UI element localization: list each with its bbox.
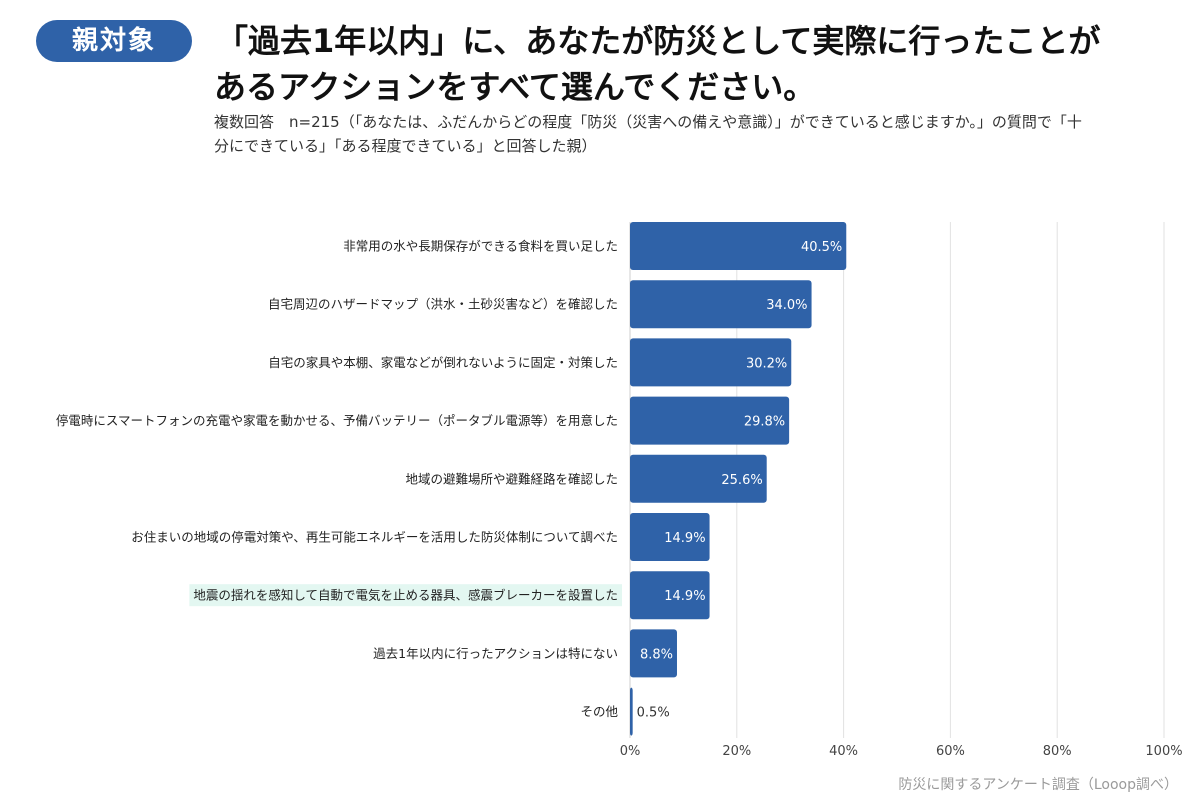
value-label: 30.2%: [746, 356, 787, 371]
question-title: 「過去1年以内」に、あなたが防災として実際に行ったことが あるアクションをすべて…: [214, 18, 1174, 110]
category-label: お住まいの地域の停電対策や、再生可能エネルギーを活用した防災体制について調べた: [131, 530, 618, 545]
category-label: 非常用の水や長期保存ができる食料を買い足した: [343, 239, 618, 254]
value-label: 34.0%: [766, 298, 807, 313]
title-line-1: 「過去1年以内」に、あなたが防災として実際に行ったことが: [216, 22, 1101, 60]
category-highlight: [189, 584, 622, 607]
x-tick-label: 60%: [936, 744, 965, 759]
title-line-2: あるアクションをすべて選んでください。: [214, 68, 816, 106]
category-label: 地域の避難場所や避難経路を確認した: [405, 471, 618, 486]
bar: [630, 396, 790, 445]
bar: [630, 280, 812, 329]
value-label: 40.5%: [801, 240, 842, 255]
survey-note-line-2: 分にできている」「ある程度できている」と回答した親）: [214, 137, 597, 155]
value-label: 14.9%: [664, 531, 705, 546]
bar: [630, 629, 677, 678]
value-label: 8.8%: [640, 647, 673, 662]
category-label: 自宅の家具や本棚、家電などが倒れないように固定・対策した: [268, 355, 618, 370]
value-label: 25.6%: [721, 473, 762, 488]
x-tick-label: 20%: [722, 744, 751, 759]
value-label: 29.8%: [744, 415, 785, 430]
value-label: 0.5%: [637, 706, 670, 721]
bar: [630, 222, 847, 270]
bar: [630, 338, 792, 387]
x-tick-label: 0%: [620, 744, 641, 759]
bar: [630, 687, 633, 736]
category-label: 過去1年以内に行ったアクションは特にない: [373, 646, 618, 661]
survey-note-line-1: 複数回答 n=215（「あなたは、ふだんからどの程度「防災（災害への備えや意識）…: [214, 113, 1082, 131]
bar: [630, 454, 767, 503]
x-tick-label: 100%: [1145, 744, 1182, 759]
category-label: 停電時にスマートフォンの充電や家電を動かせる、予備バッテリー（ポータブル電源等）…: [56, 413, 618, 428]
value-label: 14.9%: [664, 589, 705, 604]
bar: [630, 571, 710, 620]
bar: [630, 513, 710, 561]
category-label: 自宅周辺のハザードマップ（洪水・土砂災害など）を確認した: [268, 297, 618, 312]
survey-note: 複数回答 n=215（「あなたは、ふだんからどの程度「防災（災害への備えや意識）…: [214, 110, 1184, 158]
x-tick-label: 40%: [829, 744, 858, 759]
source-note: 防災に関するアンケート調査（Looop調べ）: [898, 777, 1178, 793]
x-tick-label: 80%: [1043, 744, 1072, 759]
category-label: 地震の揺れを感知して自動で電気を止める器具、感震ブレーカーを設置した: [193, 588, 618, 603]
category-label: その他: [580, 704, 618, 719]
audience-badge: 親対象: [36, 20, 192, 62]
